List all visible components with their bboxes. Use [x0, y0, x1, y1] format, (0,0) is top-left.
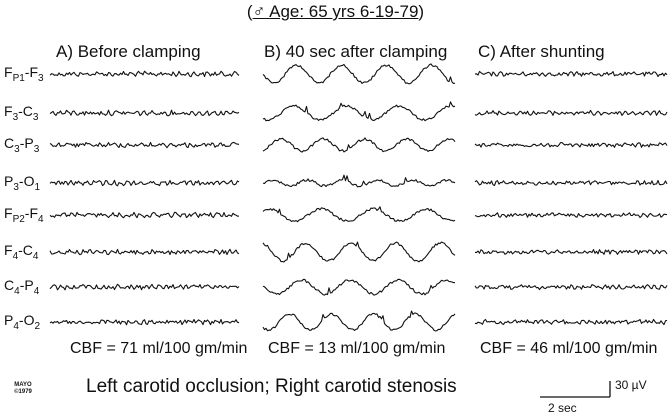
lead-part-a: P	[4, 312, 14, 328]
cbf-c: CBF = 46 ml/100 gm/min	[480, 340, 658, 357]
lead-label-8: P4-O2	[4, 312, 40, 332]
caption: Left carotid occlusion; Right carotid st…	[86, 376, 457, 397]
panel-title-b: B) 40 sec after clamping	[264, 42, 448, 61]
lead-part-sep: -	[19, 277, 25, 293]
lead-part-sep: -	[24, 205, 30, 221]
lead-part-as: 3	[14, 143, 20, 155]
lead-part-b: O	[23, 312, 35, 328]
lead-label-6: F4-C4	[4, 242, 38, 262]
lead-part-as: P1	[12, 72, 25, 84]
lead-part-a: P	[4, 173, 14, 189]
lead-part-bs: 4	[38, 213, 44, 225]
lead-part-b: C	[22, 103, 33, 119]
eeg-trace-row6-panel1	[49, 248, 240, 256]
eeg-trace-row7-panel1	[49, 283, 240, 291]
eeg-trace-row6-panel3	[474, 249, 668, 255]
lead-part-sep: -	[24, 64, 30, 80]
lead-part-sep: -	[18, 173, 24, 189]
eeg-trace-row8-panel2	[262, 310, 456, 332]
lead-part-bs: 3	[38, 72, 44, 84]
logo-line2: ©1979	[14, 389, 32, 395]
eeg-trace-row7-panel3	[474, 284, 668, 291]
lead-part-sep: -	[18, 312, 24, 328]
eeg-trace-row8-panel3	[474, 318, 668, 326]
lead-label-7: C4-P4	[4, 277, 39, 297]
eeg-trace-row5-panel2	[262, 206, 456, 223]
eeg-trace-row2-panel2	[262, 101, 456, 122]
eeg-trace-row8-panel1	[49, 318, 240, 326]
lead-label-4: P3-O1	[4, 173, 40, 193]
eeg-trace-row2-panel3	[474, 109, 668, 116]
eeg-trace-row5-panel1	[49, 211, 240, 219]
eeg-trace-row7-panel2	[262, 278, 456, 296]
cbf-b: CBF = 13 ml/100 gm/min	[268, 340, 446, 357]
lead-part-a: F	[4, 242, 13, 258]
lead-label-2: F3-C3	[4, 103, 38, 123]
scale-time-label: 2 sec	[548, 401, 577, 415]
lead-part-a: F	[4, 103, 13, 119]
header-text: Age: 65 yrs 6-19-79	[269, 2, 419, 21]
lead-part-as: 4	[12, 250, 19, 262]
lead-part-as: 4	[14, 285, 20, 297]
eeg-trace-row4-panel3	[474, 179, 668, 187]
lead-part-b: O	[23, 173, 35, 189]
patient-header: (♂ Age: 65 yrs 6-19-79)	[0, 2, 671, 22]
lead-part-bs: 1	[34, 181, 41, 193]
lead-part-sep: -	[19, 135, 25, 151]
header-label: ♂ Age: 65 yrs 6-19-79	[253, 2, 419, 21]
lead-part-bs: 2	[34, 320, 41, 332]
lead-part-a: F	[4, 64, 13, 80]
lead-part-b: P	[24, 277, 34, 293]
header-close-paren: )	[418, 2, 425, 21]
lead-part-as: 3	[13, 181, 19, 193]
lead-part-b: F	[29, 64, 39, 80]
eeg-trace-row4-panel1	[49, 179, 240, 187]
lead-label-5: FP2-F4	[4, 205, 44, 225]
eeg-trace-row4-panel2	[262, 174, 456, 188]
scale-voltage-label: 30 µV	[615, 378, 647, 392]
eeg-trace-row3-panel3	[474, 141, 668, 148]
lead-part-as: P2	[12, 213, 25, 225]
lead-part-as: 3	[12, 111, 19, 123]
lead-part-bs: 4	[32, 250, 39, 262]
lead-part-sep: -	[18, 242, 23, 258]
header-open-paren: (	[246, 2, 253, 21]
logo-line1: MAYO	[14, 382, 32, 388]
scale-bar	[540, 381, 611, 398]
lead-part-sep: -	[18, 103, 23, 119]
lead-part-b: F	[29, 205, 39, 221]
panel-title-a: A) Before clamping	[56, 42, 201, 61]
lead-part-a: F	[4, 205, 13, 221]
eeg-trace-row1-panel3	[474, 70, 668, 78]
lead-part-a: C	[4, 135, 15, 151]
eeg-trace-row1-panel1	[49, 70, 240, 78]
lead-part-a: C	[4, 277, 15, 293]
panel-title-c: C) After shunting	[478, 42, 605, 61]
mayo-logo: MAYO ©1979	[12, 382, 34, 396]
lead-part-as: 4	[13, 320, 19, 332]
eeg-trace-row2-panel1	[49, 109, 240, 117]
eeg-trace-row6-panel2	[262, 241, 456, 263]
eeg-trace-row3-panel2	[262, 137, 456, 153]
lead-part-bs: 3	[33, 143, 40, 155]
lead-part-bs: 3	[32, 111, 39, 123]
lead-part-bs: 4	[33, 285, 40, 297]
lead-label-1: FP1-F3	[4, 64, 44, 84]
eeg-trace-row5-panel3	[474, 212, 668, 219]
lead-part-b: P	[24, 135, 34, 151]
eeg-trace-row3-panel1	[49, 141, 240, 149]
eeg-trace-row1-panel2	[262, 63, 456, 85]
male-symbol-icon: ♂	[252, 2, 266, 21]
lead-label-3: C3-P3	[4, 135, 39, 155]
cbf-a: CBF = 71 ml/100 gm/min	[70, 340, 248, 357]
lead-part-b: C	[22, 242, 33, 258]
